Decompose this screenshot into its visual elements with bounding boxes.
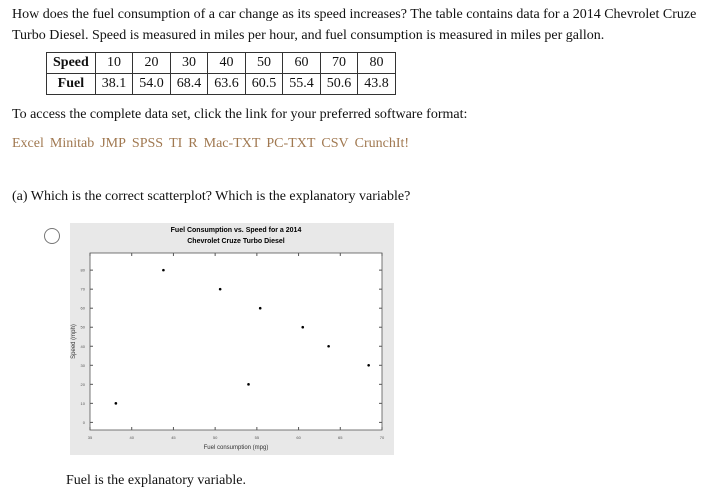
y-tick-label: 60 [81,306,86,311]
plot-area [89,252,383,431]
link-mactxt[interactable]: Mac-TXT [203,136,261,151]
fuel-cell: 54.0 [132,73,171,95]
fuel-cell: 63.6 [207,73,246,95]
x-tick-label: 50 [213,435,218,440]
link-jmp[interactable]: JMP [100,136,126,151]
fuel-cell: 50.6 [319,73,359,95]
x-tick-label: 55 [255,435,260,440]
data-point [247,383,250,386]
data-point [218,287,222,291]
access-text: To access the complete data set, click t… [12,107,468,122]
speed-cell: 30 [169,52,209,74]
link-spss[interactable]: SPSS [131,136,164,151]
y-tick-label: 50 [81,325,86,330]
y-tick-label: 70 [81,287,86,292]
data-point [162,268,165,272]
speed-cell: 20 [132,52,171,74]
y-axis-label: Speed (mph) [71,324,77,359]
y-tick-label: 40 [81,344,86,349]
fuel-cell: 60.5 [244,73,284,95]
part-a-question: (a) Which is the correct scatterplot? Wh… [12,189,411,204]
link-r[interactable]: R [188,136,198,151]
data-point [327,344,330,348]
option-radio[interactable] [44,228,60,244]
data-point [114,402,118,405]
x-tick-label: 65 [338,435,343,440]
link-ti[interactable]: TI [169,136,183,151]
x-tick-label: 45 [171,435,176,440]
fuel-cell: 38.1 [94,73,134,95]
link-csv[interactable]: CSV [321,136,349,151]
x-tick-label: 40 [129,435,134,440]
link-pctxt[interactable]: PC-TXT [266,136,316,151]
fuel-cell: 68.4 [169,73,209,95]
speed-cell: 50 [244,52,284,74]
scatterplot-image: Fuel Consumption vs. Speed for a 2014 Che… [70,223,394,455]
question-text: How does the fuel consumption of a car c… [12,7,697,43]
fuel-cell: 43.8 [357,73,396,95]
x-tick-label: 35 [88,435,93,440]
row-header-speed: Speed [46,52,96,74]
fuel-cell: 55.4 [282,73,321,95]
speed-cell: 80 [357,52,396,74]
chart-title: Chevrolet Cruze Turbo Diesel [187,238,285,245]
x-axis-label: Fuel consumption (mpg) [204,445,269,451]
link-excel[interactable]: Excel [12,136,44,151]
x-tick-label: 60 [296,435,301,440]
y-tick-label: 20 [81,382,86,387]
data-point [367,363,370,367]
link-minitab[interactable]: Minitab [49,136,95,151]
link-crunchit[interactable]: CrunchIt! [354,136,410,151]
speed-cell: 60 [282,52,321,74]
y-tick-label: 10 [81,401,86,406]
data-table: Speed 10 20 30 40 50 60 70 80 Fuel 38.1 54.0 68.4 63… [46,52,396,95]
data-point [301,325,305,329]
data-point [258,306,262,310]
y-tick-label: 80 [81,268,86,273]
y-tick-label: 30 [81,363,86,368]
chart-title: Fuel Consumption vs. Speed for a 2014 [171,227,302,234]
y-tick-label: 0 [83,420,86,425]
software-links: Excel Minitab JMP SPSS TI R Mac-TXT PC-TXT CSV Cr… [12,133,415,154]
x-tick-label: 70 [380,435,385,440]
option-label: Fuel is the explanatory variable. [66,473,246,488]
speed-cell: 70 [319,52,359,74]
row-header-fuel: Fuel [46,73,96,95]
scatterplot: Fuel Consumption vs. Speed for a 2014 Che… [71,227,385,451]
speed-cell: 40 [207,52,246,74]
speed-cell: 10 [94,52,134,74]
